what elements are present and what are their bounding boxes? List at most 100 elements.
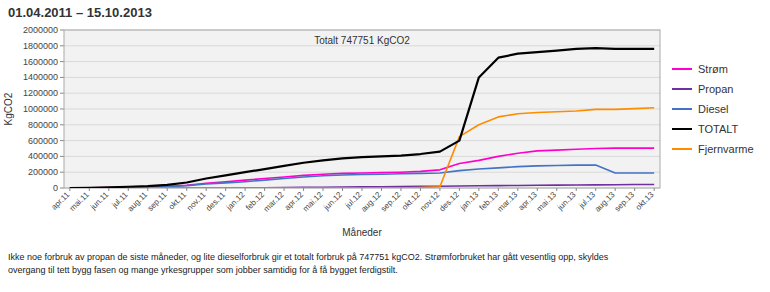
title: 01.04.2011 – 15.10.2013 [8, 5, 152, 20]
x-tick [595, 188, 596, 191]
y-tick [60, 30, 64, 31]
x-tick [147, 188, 148, 191]
y-tick [60, 109, 64, 110]
y-tick-label: 1000000 [23, 104, 58, 114]
x-tick [303, 188, 304, 191]
x-tick-label: nov.11 [185, 190, 208, 213]
x-tick [634, 188, 635, 191]
legend-swatch [672, 68, 692, 70]
x-tick-label: sep.13 [613, 190, 637, 214]
legend-entry: Propan [698, 83, 733, 95]
x-tick [284, 188, 285, 191]
x-tick-label: jan.13 [458, 190, 481, 213]
chart: 01.04.2011 – 15.10.201302000004000006000… [0, 0, 770, 292]
x-tick-label: aug.11 [126, 190, 150, 214]
x-tick [517, 188, 518, 191]
footnote: overgang til tett bygg fasen og mange yr… [8, 265, 398, 275]
x-tick-label: jun.12 [321, 190, 344, 213]
lines [70, 48, 654, 188]
x-tick-label: aug.13 [593, 190, 617, 214]
y-tick-label: 600000 [28, 136, 58, 146]
y-tick [60, 77, 64, 78]
x-tick-label: des.12 [437, 190, 461, 214]
x-tick-label: mai.13 [535, 190, 559, 214]
x-tick [128, 188, 129, 191]
x-tick [206, 188, 207, 191]
footnote: Ikke noe forbruk av propan de siste måne… [8, 252, 609, 262]
x-tick-label: sep.11 [146, 190, 169, 213]
x-tick-label: okt.13 [634, 190, 656, 212]
grid-line [64, 77, 660, 78]
y-tick-label: 200000 [28, 167, 58, 177]
legend-entry: Fjernvarme [698, 143, 754, 155]
series-line [70, 148, 654, 188]
x-tick-label: okt.11 [167, 190, 189, 212]
series-line [70, 48, 654, 188]
y-tick-label: 1800000 [23, 41, 58, 51]
y-tick [60, 188, 64, 189]
y-tick [60, 156, 64, 157]
x-tick [167, 188, 168, 191]
x-axis-label: Måneder [342, 227, 382, 238]
x-tick [498, 188, 499, 191]
y-tick [60, 140, 64, 141]
x-tick [69, 188, 70, 191]
x-tick-label: mai.12 [301, 190, 325, 214]
x-tick [537, 188, 538, 191]
x-tick [186, 188, 187, 191]
y-tick [60, 172, 64, 173]
x-tick-label: jan.12 [224, 190, 247, 213]
legend-swatch [672, 148, 692, 150]
x-tick [225, 188, 226, 191]
x-tick-label: des.11 [204, 190, 227, 213]
y-tick-label: 1200000 [23, 88, 58, 98]
x-tick-label: aug.12 [359, 190, 383, 214]
x-tick-label: mai.11 [68, 190, 91, 213]
grid-line [64, 61, 660, 62]
x-tick [323, 188, 324, 191]
x-tick [576, 188, 577, 191]
x-tick [342, 188, 343, 191]
legend-entry: TOTALT [698, 123, 739, 135]
plot-area [64, 30, 660, 188]
x-tick [556, 188, 557, 191]
x-tick-label: jun.13 [555, 190, 578, 213]
y-tick-label: 2000000 [23, 25, 58, 35]
y-tick-label: 400000 [28, 151, 58, 161]
x-tick [400, 188, 401, 191]
legend-swatch [672, 108, 692, 110]
x-tick-label: mar.12 [262, 190, 286, 214]
x-tick [264, 188, 265, 191]
x-tick-label: nov.12 [418, 190, 441, 213]
plot-frame [64, 30, 660, 188]
x-tick-label: sep.12 [379, 190, 403, 214]
x-tick [362, 188, 363, 191]
legend-entry: Strøm [698, 63, 728, 75]
y-tick [60, 93, 64, 94]
y-tick [60, 61, 64, 62]
x-tick [108, 188, 109, 191]
legend-entry: Diesel [698, 103, 729, 115]
x-tick-label: mar.13 [496, 190, 520, 214]
legend-swatch [672, 128, 692, 130]
grid-line [64, 109, 660, 110]
grid-line [64, 124, 660, 125]
x-tick [89, 188, 90, 191]
series-line [70, 108, 654, 188]
x-tick [245, 188, 246, 191]
annotation: Totalt 747751 KgCO2 [314, 35, 410, 46]
y-tick [60, 124, 64, 125]
grid-line [64, 140, 660, 141]
y-tick [60, 45, 64, 46]
y-axis-label: KgCO2 [3, 92, 14, 125]
y-tick-label: 1600000 [23, 57, 58, 67]
grid-line [64, 93, 660, 94]
x-tick [615, 188, 616, 191]
x-tick-label: jun.11 [88, 190, 110, 212]
x-tick [381, 188, 382, 191]
legend-swatch [672, 88, 692, 90]
x-tick [478, 188, 479, 191]
x-tick [420, 188, 421, 191]
y-tick-label: 1400000 [23, 72, 58, 82]
y-tick-label: 800000 [28, 120, 58, 130]
